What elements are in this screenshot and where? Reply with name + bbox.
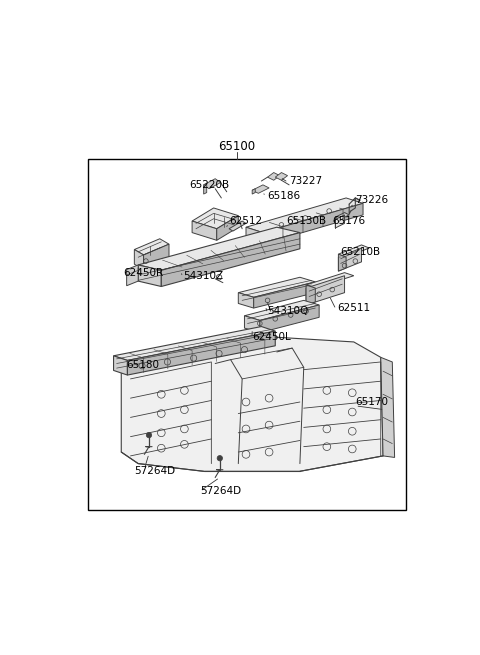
Polygon shape xyxy=(244,301,319,320)
Polygon shape xyxy=(246,198,363,233)
Polygon shape xyxy=(238,293,254,308)
Polygon shape xyxy=(229,221,246,231)
Text: 54310Q: 54310Q xyxy=(267,306,309,316)
Polygon shape xyxy=(192,208,238,229)
Polygon shape xyxy=(306,276,345,305)
Circle shape xyxy=(217,455,223,461)
Polygon shape xyxy=(338,254,346,271)
Polygon shape xyxy=(336,215,345,228)
Text: 62511: 62511 xyxy=(337,303,370,313)
Polygon shape xyxy=(204,183,207,194)
Polygon shape xyxy=(381,358,395,457)
Polygon shape xyxy=(138,265,161,286)
Text: 57264D: 57264D xyxy=(200,485,241,496)
Polygon shape xyxy=(134,250,144,270)
Bar xyxy=(88,159,406,510)
Polygon shape xyxy=(349,198,360,206)
Text: 62512: 62512 xyxy=(229,216,262,226)
Polygon shape xyxy=(244,316,260,333)
Polygon shape xyxy=(217,215,238,240)
Polygon shape xyxy=(306,285,315,305)
Polygon shape xyxy=(121,337,383,472)
Text: 73226: 73226 xyxy=(355,195,388,205)
Polygon shape xyxy=(275,172,288,180)
Text: 65210B: 65210B xyxy=(340,247,380,257)
Polygon shape xyxy=(144,244,169,270)
Text: 57264D: 57264D xyxy=(134,466,176,476)
Polygon shape xyxy=(246,227,263,244)
Polygon shape xyxy=(338,245,369,257)
Text: 65186: 65186 xyxy=(267,191,300,200)
Polygon shape xyxy=(254,282,315,308)
Polygon shape xyxy=(306,272,354,288)
Polygon shape xyxy=(192,221,217,240)
Polygon shape xyxy=(114,327,275,360)
Polygon shape xyxy=(127,331,275,375)
Polygon shape xyxy=(338,248,361,271)
Polygon shape xyxy=(260,305,319,333)
Polygon shape xyxy=(267,172,280,180)
Text: 65100: 65100 xyxy=(218,140,255,153)
Polygon shape xyxy=(161,233,300,286)
Polygon shape xyxy=(134,239,169,255)
Polygon shape xyxy=(114,356,127,375)
Polygon shape xyxy=(263,203,363,244)
Text: 65220B: 65220B xyxy=(189,180,229,190)
Text: 65180: 65180 xyxy=(127,360,160,370)
Text: 62450L: 62450L xyxy=(252,331,291,341)
Polygon shape xyxy=(349,203,360,213)
Text: 65176: 65176 xyxy=(332,216,365,226)
Text: 54310Z: 54310Z xyxy=(183,271,223,281)
Circle shape xyxy=(146,432,152,438)
Polygon shape xyxy=(204,179,221,189)
Text: 62450R: 62450R xyxy=(123,268,163,278)
Text: 65170: 65170 xyxy=(355,397,388,407)
Text: 65130B: 65130B xyxy=(286,216,326,226)
Polygon shape xyxy=(138,227,300,271)
Polygon shape xyxy=(252,189,255,194)
Polygon shape xyxy=(252,185,269,193)
Polygon shape xyxy=(336,213,349,219)
Polygon shape xyxy=(127,265,138,286)
Polygon shape xyxy=(238,277,315,297)
Text: 73227: 73227 xyxy=(289,176,322,186)
